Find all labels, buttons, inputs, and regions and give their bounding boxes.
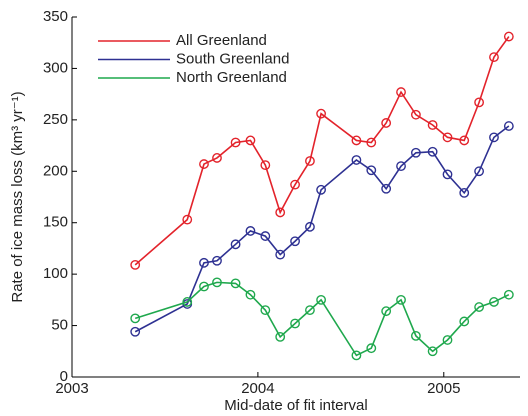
y-tick-label: 200 <box>43 162 68 179</box>
data-point <box>230 137 241 148</box>
data-point <box>381 306 392 317</box>
data-point <box>427 146 438 157</box>
x-tick-label: 2003 <box>55 380 88 397</box>
y-tick-label: 300 <box>43 59 68 76</box>
series-line <box>134 281 510 357</box>
data-point <box>212 277 222 288</box>
data-point <box>290 179 300 190</box>
y-tick-label: 250 <box>43 111 68 128</box>
y-tick-label: 150 <box>43 214 68 231</box>
data-point <box>305 221 315 232</box>
x-tick-label: 2004 <box>241 380 274 397</box>
data-point <box>366 165 377 176</box>
data-point <box>474 302 485 312</box>
x-tick-label: 2005 <box>427 380 460 397</box>
data-point <box>442 335 453 345</box>
data-point <box>305 305 315 316</box>
data-point <box>396 294 406 305</box>
data-point <box>260 231 271 241</box>
data-point <box>316 184 326 195</box>
data-point <box>260 160 271 171</box>
legend-label: North Greenland <box>176 69 287 86</box>
data-point <box>442 132 453 143</box>
data-point <box>290 318 300 329</box>
data-point <box>245 289 256 300</box>
data-point <box>212 255 222 266</box>
data-point <box>199 257 209 268</box>
y-tick-label: 100 <box>43 265 68 282</box>
data-point <box>182 297 193 307</box>
data-point <box>130 259 141 270</box>
series-line <box>134 36 510 266</box>
data-point <box>290 236 300 247</box>
data-point <box>316 108 326 119</box>
data-point <box>411 147 421 158</box>
data-point <box>503 31 514 42</box>
data-point <box>366 137 377 148</box>
data-point <box>212 153 222 163</box>
data-point <box>260 305 271 316</box>
data-point <box>396 87 406 97</box>
data-point <box>427 346 438 357</box>
data-point <box>230 278 241 289</box>
data-point <box>275 331 286 342</box>
data-point <box>305 156 315 166</box>
data-point <box>459 187 470 198</box>
data-point <box>459 316 470 327</box>
y-tick-label: 0 <box>60 368 68 385</box>
legend-label: All Greenland <box>176 32 267 49</box>
data-point <box>316 294 326 305</box>
data-point <box>503 121 514 131</box>
data-point <box>130 313 141 324</box>
data-point <box>199 159 209 169</box>
data-point <box>474 97 485 108</box>
data-point <box>245 135 256 146</box>
data-point <box>474 166 485 177</box>
data-point <box>351 135 362 146</box>
data-point <box>503 289 514 300</box>
data-point <box>275 249 286 260</box>
data-point <box>245 226 256 236</box>
data-point <box>489 52 499 63</box>
data-point <box>411 109 421 120</box>
y-tick-label: 50 <box>51 317 68 334</box>
data-point <box>489 132 499 143</box>
data-point <box>459 135 470 146</box>
data-point <box>427 120 438 130</box>
data-point <box>442 169 453 180</box>
data-point <box>381 183 392 194</box>
data-point <box>130 326 141 337</box>
y-tick-label: 350 <box>43 8 68 25</box>
data-point <box>366 343 377 354</box>
legend-label: South Greenland <box>176 50 289 67</box>
series-line <box>134 125 510 333</box>
data-point <box>411 330 421 341</box>
data-point <box>182 214 193 225</box>
y-axis-label: Rate of ice mass loss (km³ yr⁻¹) <box>9 91 26 302</box>
x-axis-label: Mid-date of fit interval <box>224 397 367 414</box>
data-point <box>381 118 392 128</box>
data-point <box>489 297 499 307</box>
data-point <box>199 281 209 292</box>
data-point <box>396 161 406 172</box>
data-point <box>275 207 286 218</box>
data-point <box>230 239 241 250</box>
data-point <box>351 155 362 165</box>
data-point <box>351 350 362 361</box>
